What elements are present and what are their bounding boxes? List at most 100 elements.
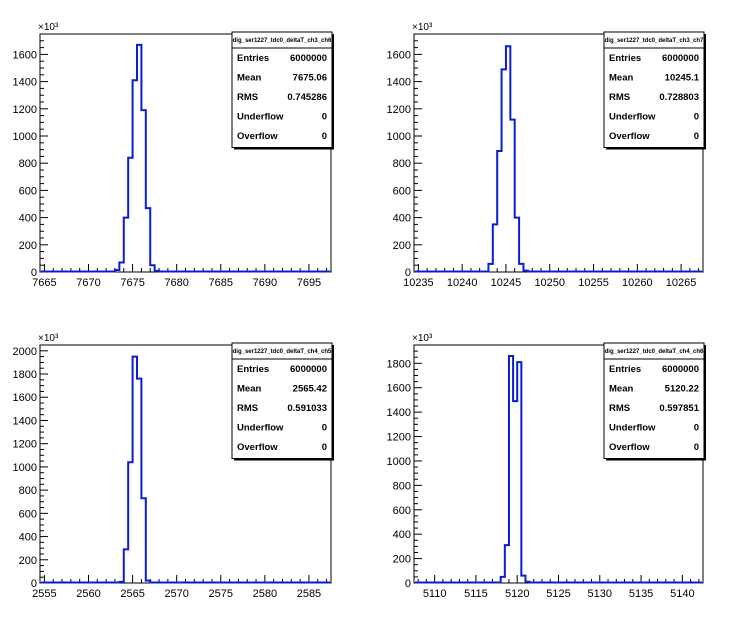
stats-box-title: dig_ser1227_tdc0_deltaT_ch3_ch7: [605, 38, 704, 44]
y-tick-label: 400: [393, 213, 411, 225]
y-tick-label: 0: [31, 267, 37, 279]
stats-label: Mean: [609, 73, 633, 84]
y-exponent-label: ×10³: [412, 22, 433, 33]
histogram-series: [415, 45, 702, 273]
histogram-bin: [501, 577, 505, 583]
y-tick-label: 1600: [13, 392, 37, 404]
stats-value: 0.591033: [287, 403, 327, 414]
stats-label: Overflow: [237, 442, 278, 453]
stats-label: Underflow: [609, 423, 656, 434]
histogram-series: [41, 355, 330, 584]
histogram-bin: [502, 69, 506, 272]
histogram-bin: [515, 218, 519, 272]
stats-box: [231, 31, 333, 148]
stats-label: Overflow: [609, 442, 650, 453]
y-tick-label: 600: [19, 508, 37, 520]
histogram-bin: [133, 357, 137, 583]
histogram-panel-3: ×10³ 0 200 400 600 800 1000 1200 1400 1600 1800 200…: [13, 333, 334, 600]
histogram-bin: [128, 158, 132, 272]
x-tick-label: 7680: [164, 277, 188, 289]
histogram-panel-1: ×10³ 0 200 400 600 800 1000 1200 1400 1600 7665 767…: [13, 22, 334, 289]
y-tick-label: 400: [19, 532, 37, 544]
x-tick-label: 7690: [253, 277, 277, 289]
histogram-series: [415, 354, 702, 584]
stats-label: Underflow: [237, 112, 284, 123]
stats-label: Entries: [237, 364, 269, 375]
stats-value: 0: [322, 112, 327, 123]
histogram-bin: [115, 270, 119, 272]
stats-label: Mean: [237, 384, 261, 395]
y-exponent-label: ×10³: [412, 333, 433, 344]
histogram-bin: [509, 356, 513, 583]
histogram-bin: [497, 151, 501, 272]
x-tick-label: 7675: [120, 277, 144, 289]
y-tick-label: 600: [393, 505, 411, 517]
y-tick-label: 1400: [13, 415, 37, 427]
y-tick-label: 400: [393, 529, 411, 541]
histogram-bin: [137, 379, 141, 583]
y-tick-label: 1200: [387, 104, 411, 116]
histogram-bin: [519, 264, 523, 272]
x-tick-label: 10255: [578, 277, 609, 289]
y-tick-label: 600: [19, 185, 37, 197]
histogram-panel-4: ×10³ 0 200 400 600 800 1000 1200 1400 1600 1800 511…: [387, 333, 706, 600]
histogram-bin: [513, 401, 517, 583]
histogram-series: [41, 43, 330, 273]
stats-value: 6000000: [662, 53, 699, 64]
stats-label: Underflow: [609, 112, 656, 123]
stats-value: 7675.06: [293, 73, 327, 84]
y-tick-label: 1800: [13, 369, 37, 381]
histogram-bin: [506, 46, 510, 272]
stats-label: Overflow: [237, 131, 278, 142]
y-tick-label: 1400: [387, 77, 411, 89]
stats-value: 0: [694, 423, 699, 434]
x-tick-label: 7695: [297, 277, 321, 289]
y-tick-label: 200: [19, 240, 37, 252]
stats-value: 10245.1: [665, 73, 700, 84]
y-tick-label: 1000: [387, 456, 411, 468]
stats-label: Overflow: [609, 131, 650, 142]
histogram-bin: [141, 498, 145, 583]
stats-value: 6000000: [662, 364, 699, 375]
stats-label: RMS: [237, 92, 258, 103]
y-tick-label: 1000: [13, 131, 37, 143]
y-tick-label: 1200: [13, 104, 37, 116]
x-tick-label: 2560: [76, 588, 100, 600]
x-tick-label: 10260: [622, 277, 653, 289]
stats-box-title: dig_ser1227_tdc0_deltaT_ch4_ch6: [605, 349, 704, 355]
x-tick-label: 7670: [76, 277, 100, 289]
stats-label: RMS: [609, 403, 630, 414]
histogram-bin: [510, 120, 514, 272]
y-exponent-label: ×10³: [38, 22, 59, 33]
x-tick-label: 5140: [670, 588, 694, 600]
stats-box: [603, 31, 705, 148]
stats-value: 0.597851: [659, 403, 699, 414]
stats-label: RMS: [237, 403, 258, 414]
y-tick-label: 800: [393, 480, 411, 492]
stats-box-title: dig_ser1227_tdc0_deltaT_ch4_ch5: [233, 349, 332, 355]
y-tick-label: 1400: [13, 77, 37, 89]
y-tick-label: 800: [19, 485, 37, 497]
y-tick-label: 200: [393, 554, 411, 566]
histogram-bin: [124, 549, 128, 583]
histogram-bin: [133, 80, 137, 272]
histogram-bin: [146, 208, 150, 272]
histogram-bin: [146, 581, 150, 583]
x-tick-label: 2575: [209, 588, 233, 600]
histogram-bin: [155, 271, 159, 272]
y-tick-label: 1600: [387, 383, 411, 395]
stats-value: 5120.22: [665, 384, 699, 395]
x-tick-label: 10240: [447, 277, 478, 289]
histogram-bin: [150, 265, 154, 272]
histogram-bin: [505, 545, 509, 583]
histogram-bin: [119, 262, 123, 272]
stats-label: Mean: [609, 384, 633, 395]
y-tick-label: 2000: [13, 346, 37, 358]
x-tick-label: 7665: [32, 277, 56, 289]
histogram-bin: [141, 110, 145, 272]
x-tick-label: 5115: [464, 588, 488, 600]
x-tick-label: 2585: [297, 588, 321, 600]
stats-label: RMS: [609, 92, 630, 103]
x-tick-label: 5130: [588, 588, 612, 600]
